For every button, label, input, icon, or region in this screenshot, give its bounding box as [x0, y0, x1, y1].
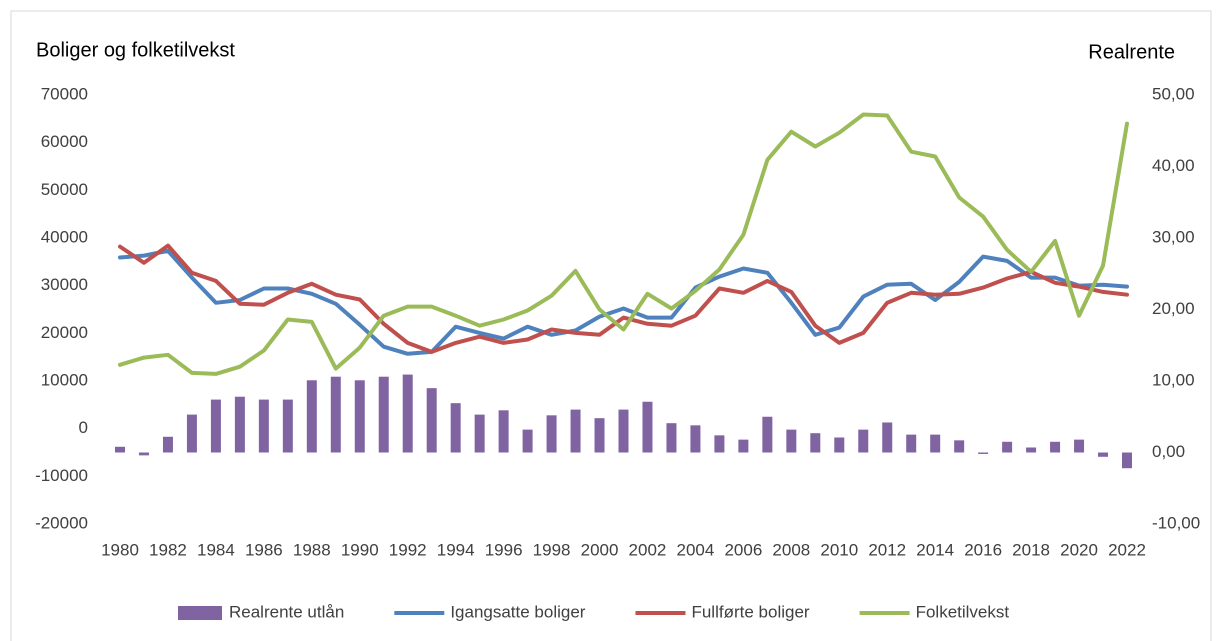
x-tick-label: 2016	[964, 540, 1002, 559]
bar	[882, 422, 893, 453]
x-tick-label: 1984	[197, 540, 235, 559]
bar	[810, 433, 821, 453]
y-tick-label: 20000	[41, 323, 88, 342]
y-tick-label: 40000	[41, 227, 88, 246]
x-tick-label: 2004	[677, 540, 715, 559]
bar	[570, 409, 581, 453]
legend-label: Realrente utlån	[229, 602, 344, 621]
x-tick-label: 1992	[389, 540, 427, 559]
bar	[1002, 441, 1013, 453]
bar	[498, 410, 509, 453]
bar	[115, 446, 125, 453]
y-tick-label: 0	[79, 418, 88, 437]
y-tick-label: 50000	[41, 180, 88, 199]
bar	[978, 452, 989, 454]
x-tick-label: 2014	[916, 540, 954, 559]
bar	[162, 436, 173, 453]
x-tick-label: 2012	[868, 540, 906, 559]
bar	[834, 437, 845, 453]
x-tick-label: 2020	[1060, 540, 1098, 559]
line	[118, 248, 1129, 356]
bar	[858, 429, 869, 453]
bar	[1122, 452, 1132, 469]
bar	[402, 374, 413, 453]
bar	[786, 429, 797, 453]
bar	[138, 452, 149, 456]
bar	[906, 434, 917, 453]
x-tick-label: 2006	[724, 540, 762, 559]
line	[118, 112, 1129, 376]
bar	[474, 414, 485, 453]
y2-tick-label: 30,00	[1152, 227, 1195, 246]
bar	[378, 376, 389, 453]
bar	[954, 440, 965, 453]
bar	[594, 418, 605, 453]
x-tick-label: 1986	[245, 540, 283, 559]
bar	[450, 403, 461, 453]
x-tick-label: 1988	[293, 540, 331, 559]
bar	[762, 416, 773, 453]
y-tick-label: -20000	[35, 513, 88, 532]
y-tick-label: 10000	[41, 370, 88, 389]
x-tick-label: 1994	[437, 540, 475, 559]
y2-tick-label: 40,00	[1152, 156, 1195, 175]
bar	[306, 380, 317, 453]
bar	[354, 380, 365, 453]
x-tick-label: 1980	[101, 540, 139, 559]
bar	[330, 376, 341, 453]
x-tick-label: 2000	[581, 540, 619, 559]
bar	[426, 388, 437, 453]
y-tick-label: 30000	[41, 275, 88, 294]
x-tick-label: 1982	[149, 540, 187, 559]
bar	[546, 415, 557, 453]
y-tick-label: -10000	[35, 466, 88, 485]
y2-tick-label: 10,00	[1152, 370, 1195, 389]
y2-tick-label: 20,00	[1152, 299, 1195, 318]
x-tick-label: 1998	[533, 540, 571, 559]
y2-axis-title: Realrente	[1088, 41, 1175, 63]
y2-tick-label: 50,00	[1152, 84, 1195, 103]
bar	[234, 396, 245, 453]
y-tick-label: 70000	[41, 84, 88, 103]
bar	[186, 414, 197, 453]
bar	[1050, 441, 1061, 453]
x-tick-label: 2002	[629, 540, 667, 559]
x-tick-label: 2018	[1012, 540, 1050, 559]
bar	[1074, 439, 1085, 453]
x-tick-label: 2008	[772, 540, 810, 559]
bar	[618, 409, 629, 453]
bar	[1026, 447, 1037, 453]
legend-label: Igangsatte boliger	[450, 602, 585, 621]
bar	[282, 399, 293, 453]
bar	[714, 435, 725, 453]
x-tick-label: 2022	[1108, 540, 1146, 559]
bar	[642, 401, 653, 453]
y-axis-title: Boliger og folketilvekst	[36, 39, 235, 61]
bar	[930, 434, 941, 453]
y2-tick-label: 0,00	[1152, 442, 1185, 461]
y2-tick-label: -10,00	[1152, 513, 1200, 532]
x-tick-label: 2010	[820, 540, 858, 559]
bar	[522, 429, 533, 453]
bar	[666, 423, 677, 453]
bar	[690, 425, 701, 453]
line	[118, 243, 1129, 354]
y-tick-label: 60000	[41, 132, 88, 151]
bar	[210, 399, 221, 453]
bar	[1098, 452, 1109, 457]
legend-label: Fullførte boliger	[691, 602, 809, 621]
bar	[738, 439, 749, 453]
bar	[258, 399, 269, 453]
legend-label: Folketilvekst	[916, 602, 1010, 621]
legend-swatch	[178, 606, 222, 620]
x-tick-label: 1996	[485, 540, 523, 559]
x-tick-label: 1990	[341, 540, 379, 559]
